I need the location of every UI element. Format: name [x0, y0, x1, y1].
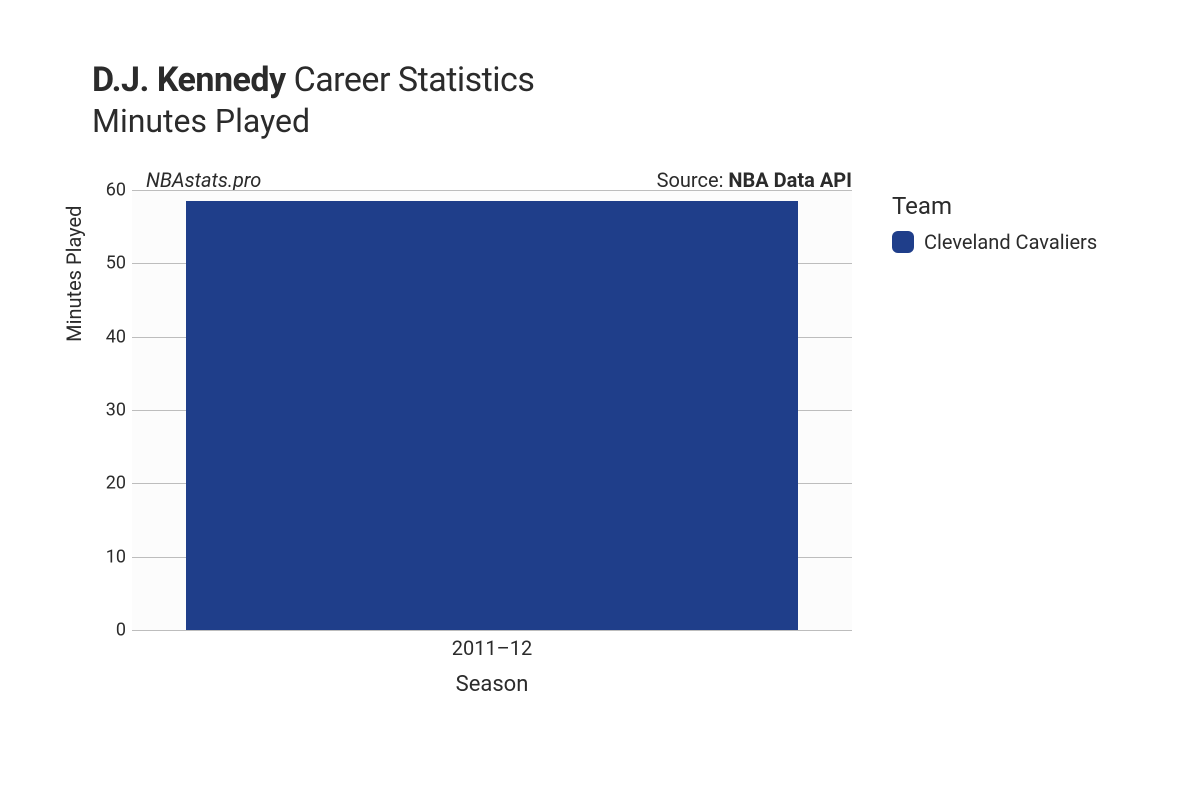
grid-line: [132, 190, 852, 191]
y-tick: 10: [106, 546, 126, 567]
y-tick: 0: [116, 620, 126, 641]
meta-source-label: Source:: [657, 168, 729, 192]
y-tick: 20: [106, 473, 126, 494]
x-axis-label: Season: [456, 672, 529, 697]
plot-region: [132, 190, 852, 630]
y-axis-label: Minutes Played: [62, 206, 86, 342]
legend-item-label: Cleveland Cavaliers: [924, 230, 1097, 254]
title-subtitle: Minutes Played: [92, 102, 1160, 140]
y-tick: 50: [106, 253, 126, 274]
title-block: D.J. Kennedy Career Statistics Minutes P…: [92, 60, 1160, 140]
legend-item: Cleveland Cavaliers: [892, 230, 1142, 254]
x-tick: 2011–12: [452, 636, 533, 660]
title-line-1: D.J. Kennedy Career Statistics: [92, 60, 1160, 100]
y-axis: 0102030405060: [92, 190, 132, 630]
bar: [186, 201, 798, 630]
x-axis: Season 2011–12: [132, 630, 852, 710]
meta-row: NBAstats.pro Source: NBA Data API: [146, 168, 852, 192]
legend-swatch: [892, 231, 914, 253]
legend-items: Cleveland Cavaliers: [892, 230, 1142, 254]
y-tick: 60: [106, 180, 126, 201]
chart-area: NBAstats.pro Source: NBA Data API 0 10 20 3…: [92, 168, 1152, 728]
title-player: D.J. Kennedy: [92, 60, 286, 100]
legend-title: Team: [892, 192, 1142, 220]
y-tick: 40: [106, 326, 126, 347]
meta-source-value: NBA Data API: [728, 168, 852, 192]
meta-site: NBAstats.pro: [146, 168, 261, 192]
meta-source: Source: NBA Data API: [657, 168, 852, 192]
title-suffix: Career Statistics: [294, 60, 535, 100]
legend: Team Cleveland Cavaliers: [892, 192, 1142, 254]
y-tick: 30: [106, 400, 126, 421]
chart-container: D.J. Kennedy Career Statistics Minutes P…: [0, 0, 1200, 800]
